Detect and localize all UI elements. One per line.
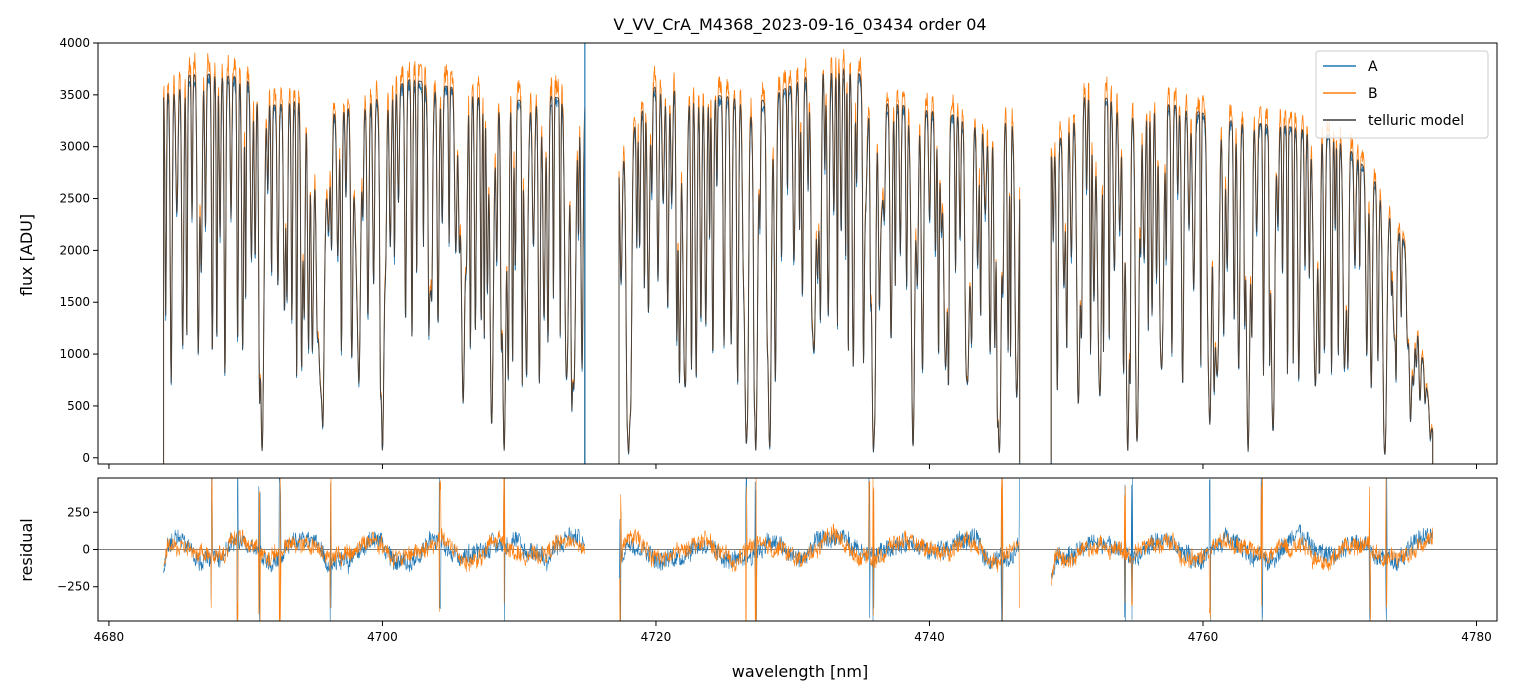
flux-y-tick-label: 2500 <box>59 192 90 206</box>
legend-box <box>1315 50 1489 139</box>
residual-y-tick-label: 250 <box>67 505 90 519</box>
legend-label-telluric: telluric model <box>1368 113 1464 129</box>
telluric-model-line <box>163 73 586 464</box>
legend-label-b: B <box>1368 86 1378 102</box>
flux-y-axis-label: flux [ADU] <box>17 214 36 296</box>
flux-y-tick-label: 2000 <box>59 243 90 257</box>
legend-label-a: A <box>1368 59 1378 75</box>
flux-series-group <box>163 43 1434 464</box>
residual-panel: −250 0 250 4680 4700 4720 4740 4760 4780 residua… <box>17 477 1498 644</box>
residual-axis-ticks: −250 0 250 4680 4700 4720 4740 4760 4780 <box>57 505 1492 644</box>
telluric-model-line <box>618 67 1021 464</box>
flux-y-tick-label: 500 <box>67 399 90 413</box>
flux-y-tick-label: 4000 <box>59 36 90 50</box>
chart-title: V_VV_CrA_M4368_2023-09-16_03434 order 04 <box>613 15 986 35</box>
residual-b-line <box>163 477 585 622</box>
x-tick-label: 4680 <box>94 630 125 644</box>
x-tick-label: 4740 <box>914 630 945 644</box>
flux-y-tick-label: 0 <box>82 451 90 465</box>
telluric-model-line <box>1050 96 1434 464</box>
flux-panel: 0 500 1000 1500 2000 2500 3000 3500 4000 flux [A… <box>17 36 1498 469</box>
flux-axis-ticks: 0 500 1000 1500 2000 2500 3000 3500 4000 <box>59 36 1477 469</box>
residual-series-group <box>163 477 1433 622</box>
x-axis-label: wavelength [nm] <box>732 662 869 681</box>
flux-panel-frame <box>97 42 1498 465</box>
flux-y-tick-label: 3000 <box>59 140 90 154</box>
x-tick-label: 4700 <box>367 630 398 644</box>
flux-y-tick-label: 1000 <box>59 347 90 361</box>
legend: A B telluric model <box>1315 50 1489 139</box>
flux-y-tick-label: 1500 <box>59 295 90 309</box>
residual-y-tick-label: −250 <box>57 580 90 594</box>
residual-a-line <box>163 477 585 622</box>
x-tick-label: 4760 <box>1188 630 1219 644</box>
x-tick-label: 4720 <box>641 630 672 644</box>
residual-b-line <box>1050 477 1433 622</box>
x-tick-label: 4780 <box>1461 630 1492 644</box>
flux-y-tick-label: 3500 <box>59 88 90 102</box>
residual-y-axis-label: residual <box>17 518 36 581</box>
residual-y-tick-label: 0 <box>82 543 90 557</box>
residual-b-line <box>618 477 1020 622</box>
